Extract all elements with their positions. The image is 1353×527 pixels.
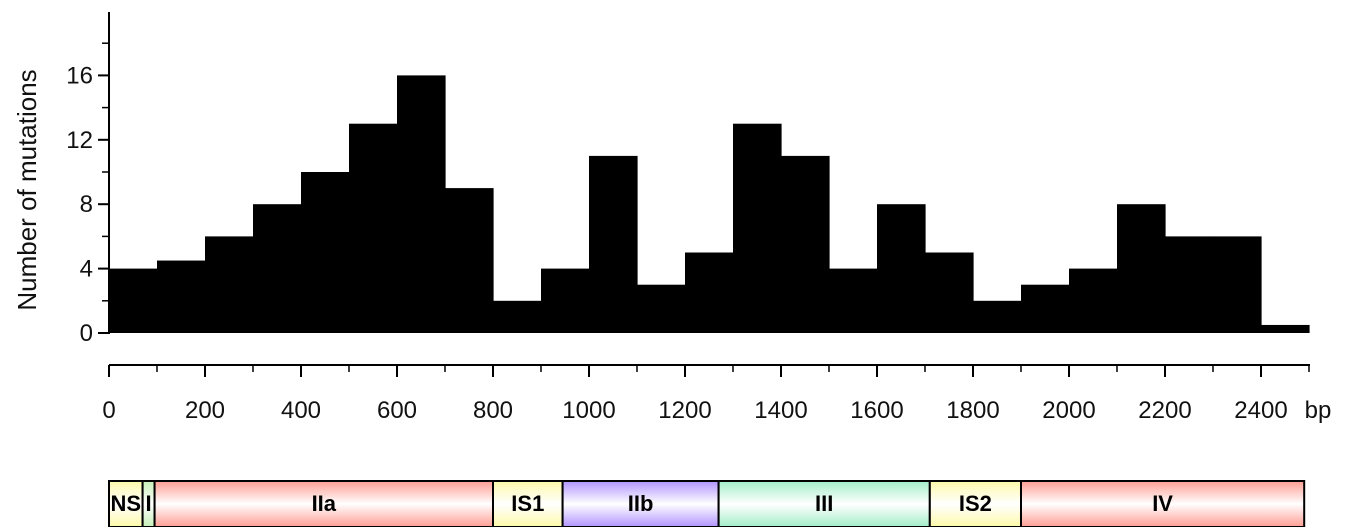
histogram-bar-2200 <box>1165 236 1214 333</box>
x-tick-label: 0 <box>102 397 115 424</box>
histogram-bar-700 <box>445 188 494 333</box>
histogram-bar-400 <box>301 172 350 333</box>
histogram-bar-1200 <box>685 252 734 333</box>
domain-block-iv <box>1020 480 1306 527</box>
x-tick-label: 1400 <box>754 397 807 424</box>
histogram-bars <box>109 75 1310 334</box>
x-tick-label: 1800 <box>946 397 999 424</box>
domain-label-is1: IS1 <box>511 491 544 516</box>
x-axis: 0 200 400 600 800 1000 1200 1400 1600 1800 2000 220… <box>102 364 1332 424</box>
x-tick-label: 800 <box>473 397 513 424</box>
histogram-bar-1500 <box>829 268 878 333</box>
x-tick-label: 2400 <box>1234 397 1287 424</box>
histogram-bar-1600 <box>877 204 926 333</box>
histogram-bar-1000 <box>589 155 638 333</box>
histogram-bar-2100 <box>1117 204 1166 333</box>
histogram-bar-1100 <box>637 284 686 333</box>
y-tick-label: 8 <box>80 191 93 218</box>
domain-label-ns: NS <box>111 491 142 516</box>
domain-label-is2: IS2 <box>959 491 992 516</box>
x-unit-label: bp <box>1305 397 1332 424</box>
histogram-bar-2400 <box>1261 324 1310 333</box>
y-tick-label: 0 <box>80 320 93 347</box>
histogram-bar-1400 <box>781 155 830 333</box>
x-tick-label: 1600 <box>850 397 903 424</box>
domain-label-iii: III <box>815 491 833 516</box>
x-tick-label: 600 <box>377 397 417 424</box>
domain-label-iia: IIa <box>312 491 337 516</box>
histogram-bar-1900 <box>1021 284 1070 333</box>
histogram-bar-1700 <box>925 252 974 333</box>
x-tick-label: 1200 <box>658 397 711 424</box>
x-tick-label: 1000 <box>562 397 615 424</box>
histogram-bar-800 <box>493 300 542 333</box>
histogram-bar-200 <box>205 236 254 333</box>
histogram-bar-100 <box>157 260 206 333</box>
histogram-bar-1800 <box>973 300 1022 333</box>
x-tick-label: 2200 <box>1138 397 1191 424</box>
histogram-bar-900 <box>541 268 590 333</box>
x-tick-label: 2000 <box>1042 397 1095 424</box>
histogram-bar-0 <box>109 268 158 333</box>
histogram-bar-2300 <box>1213 236 1262 333</box>
histogram-bar-500 <box>349 123 398 333</box>
y-tick-label: 12 <box>66 127 93 154</box>
domain-block-ns <box>108 480 144 527</box>
domain-label-iib: IIb <box>628 491 654 516</box>
y-axis-label: Number of mutations <box>12 69 42 310</box>
histogram-bar-600 <box>397 75 446 334</box>
y-axis: 0 4 8 12 16 <box>66 12 110 347</box>
x-tick-label: 200 <box>185 397 225 424</box>
x-tick-label: 400 <box>281 397 321 424</box>
domain-label-i: I <box>146 491 152 516</box>
histogram-bar-300 <box>253 204 302 333</box>
histogram-bar-1300 <box>733 123 782 333</box>
domain-block-iia <box>153 480 494 527</box>
y-tick-label: 4 <box>80 256 93 283</box>
protein-domain-map: NS I IIa IS1 IIb III IS2 IV <box>108 480 1306 527</box>
domain-label-iv: IV <box>1152 491 1173 516</box>
y-tick-label: 16 <box>66 62 93 89</box>
histogram-bar-2000 <box>1069 268 1118 333</box>
